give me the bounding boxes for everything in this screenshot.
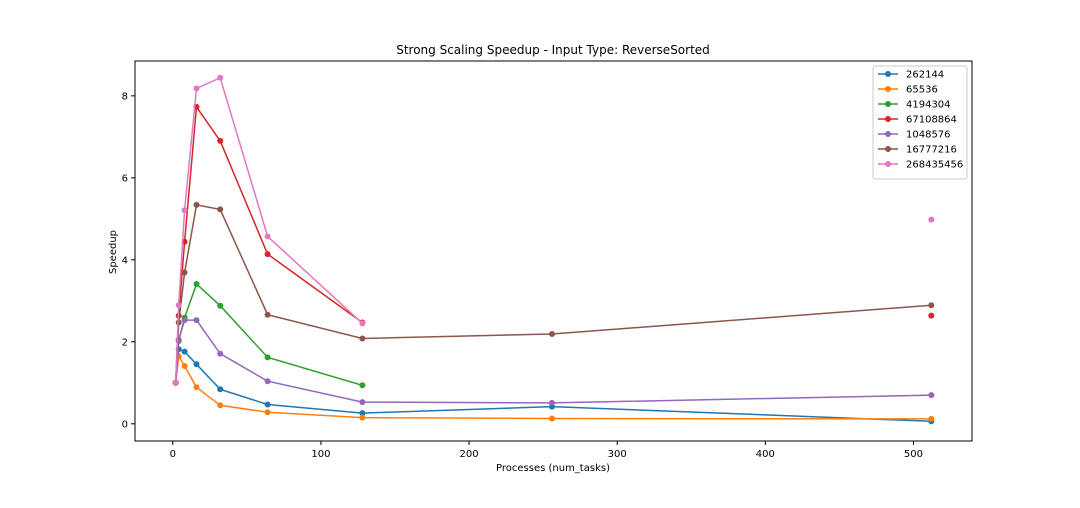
legend-item-16777216: 16777216 xyxy=(878,145,957,156)
data-point-1048576-128 xyxy=(359,399,366,406)
data-point-268435456-512 xyxy=(928,216,935,223)
data-point-1048576-256 xyxy=(549,399,555,406)
data-point-1048576-32 xyxy=(217,350,224,357)
x-tick-label-500: 500 xyxy=(904,449,923,460)
axes-frame xyxy=(134,60,973,442)
data-point-262144-16 xyxy=(193,361,200,368)
data-point-262144-8 xyxy=(181,348,188,355)
data-point-1048576-64 xyxy=(264,378,271,385)
series-layer xyxy=(172,74,935,425)
axes-layer: 0 100 200 300 400 500 0 2 4 6 8 xyxy=(122,60,973,460)
series-268435456 xyxy=(172,74,935,386)
legend-marker-1048576 xyxy=(885,131,891,137)
legend-label-16777216: 16777216 xyxy=(906,145,957,156)
legend-item-262144: 262144 xyxy=(878,70,944,81)
data-point-65536-8 xyxy=(181,363,188,369)
x-tick-label-200: 200 xyxy=(460,449,479,460)
legend-label-268435456: 268435456 xyxy=(906,160,963,171)
legend-item-268435456: 268435456 xyxy=(878,160,963,171)
chart-title: Strong Scaling Speedup - Input Type: Rev… xyxy=(396,43,710,57)
plot-area xyxy=(135,61,972,441)
legend-item-4194304: 4194304 xyxy=(878,100,951,111)
data-point-67108864-64 xyxy=(264,251,271,258)
legend-marker-268435456 xyxy=(885,161,891,167)
data-point-1048576-8 xyxy=(181,317,188,324)
legend-marker-262144 xyxy=(885,71,891,77)
data-point-67108864-32 xyxy=(217,137,224,144)
data-point-268435456-16 xyxy=(193,85,200,92)
data-point-65536-512 xyxy=(928,415,935,422)
data-point-65536-128 xyxy=(359,414,366,421)
data-point-1048576-512 xyxy=(928,392,935,399)
data-point-268435456-4 xyxy=(175,302,182,309)
data-point-4194304-16 xyxy=(193,281,200,287)
legend-item-1048576: 1048576 xyxy=(878,130,951,141)
legend-item-65536: 65536 xyxy=(878,85,938,96)
data-point-16777216-512 xyxy=(928,302,935,309)
legend-label-4194304: 4194304 xyxy=(906,100,951,111)
data-point-262144-64 xyxy=(264,401,271,408)
data-point-16777216-256 xyxy=(549,331,555,337)
legend-label-262144: 262144 xyxy=(906,70,944,81)
x-tick-label-100: 100 xyxy=(311,449,330,460)
data-point-268435456-32 xyxy=(217,74,224,81)
data-point-4194304-128 xyxy=(359,382,366,389)
legend: 262144 65536 4194304 67108864 1048576 1677721… xyxy=(872,65,968,180)
legend-label-67108864: 67108864 xyxy=(906,115,957,126)
y-tick-label-2: 2 xyxy=(122,337,128,348)
data-point-1048576-16 xyxy=(193,317,200,324)
y-tick-label-8: 8 xyxy=(122,91,128,102)
data-point-262144-32 xyxy=(217,386,224,393)
legend-marker-4194304 xyxy=(885,101,891,107)
data-point-65536-256 xyxy=(549,415,555,422)
data-point-262144-128 xyxy=(359,410,366,417)
y-tick-label-0: 0 xyxy=(122,419,128,430)
data-point-67108864-512 xyxy=(928,312,935,319)
data-point-65536-16 xyxy=(193,384,200,391)
y-axis-label: Speedup xyxy=(108,230,119,274)
legend-marker-67108864 xyxy=(885,116,891,122)
plot-background xyxy=(135,61,972,441)
data-point-65536-64 xyxy=(264,409,271,416)
legend-box xyxy=(872,65,968,180)
data-point-268435456-2 xyxy=(172,379,179,386)
data-point-65536-32 xyxy=(217,402,224,409)
x-tick-label-400: 400 xyxy=(756,449,775,460)
x-axis-label: Processes (num_tasks) xyxy=(496,463,610,474)
y-tick-label-4: 4 xyxy=(122,255,128,266)
legend-item-67108864: 67108864 xyxy=(878,115,957,126)
legend-marker-65536 xyxy=(885,86,891,92)
data-point-268435456-8 xyxy=(181,207,188,214)
legend-marker-16777216 xyxy=(885,146,891,152)
x-tick-label-0: 0 xyxy=(170,449,176,460)
data-point-268435456-128 xyxy=(359,320,366,327)
data-point-16777216-16 xyxy=(193,201,200,208)
data-point-16777216-64 xyxy=(264,311,271,318)
data-point-4194304-64 xyxy=(264,354,271,361)
data-point-4194304-32 xyxy=(217,302,224,309)
data-point-268435456-64 xyxy=(264,233,271,240)
y-tick-label-6: 6 xyxy=(122,173,128,184)
data-point-16777216-128 xyxy=(359,335,366,342)
data-point-16777216-32 xyxy=(217,206,224,213)
legend-label-1048576: 1048576 xyxy=(906,130,951,141)
x-tick-label-300: 300 xyxy=(608,449,627,460)
legend-label-65536: 65536 xyxy=(906,85,938,96)
data-point-16777216-8 xyxy=(181,269,188,276)
